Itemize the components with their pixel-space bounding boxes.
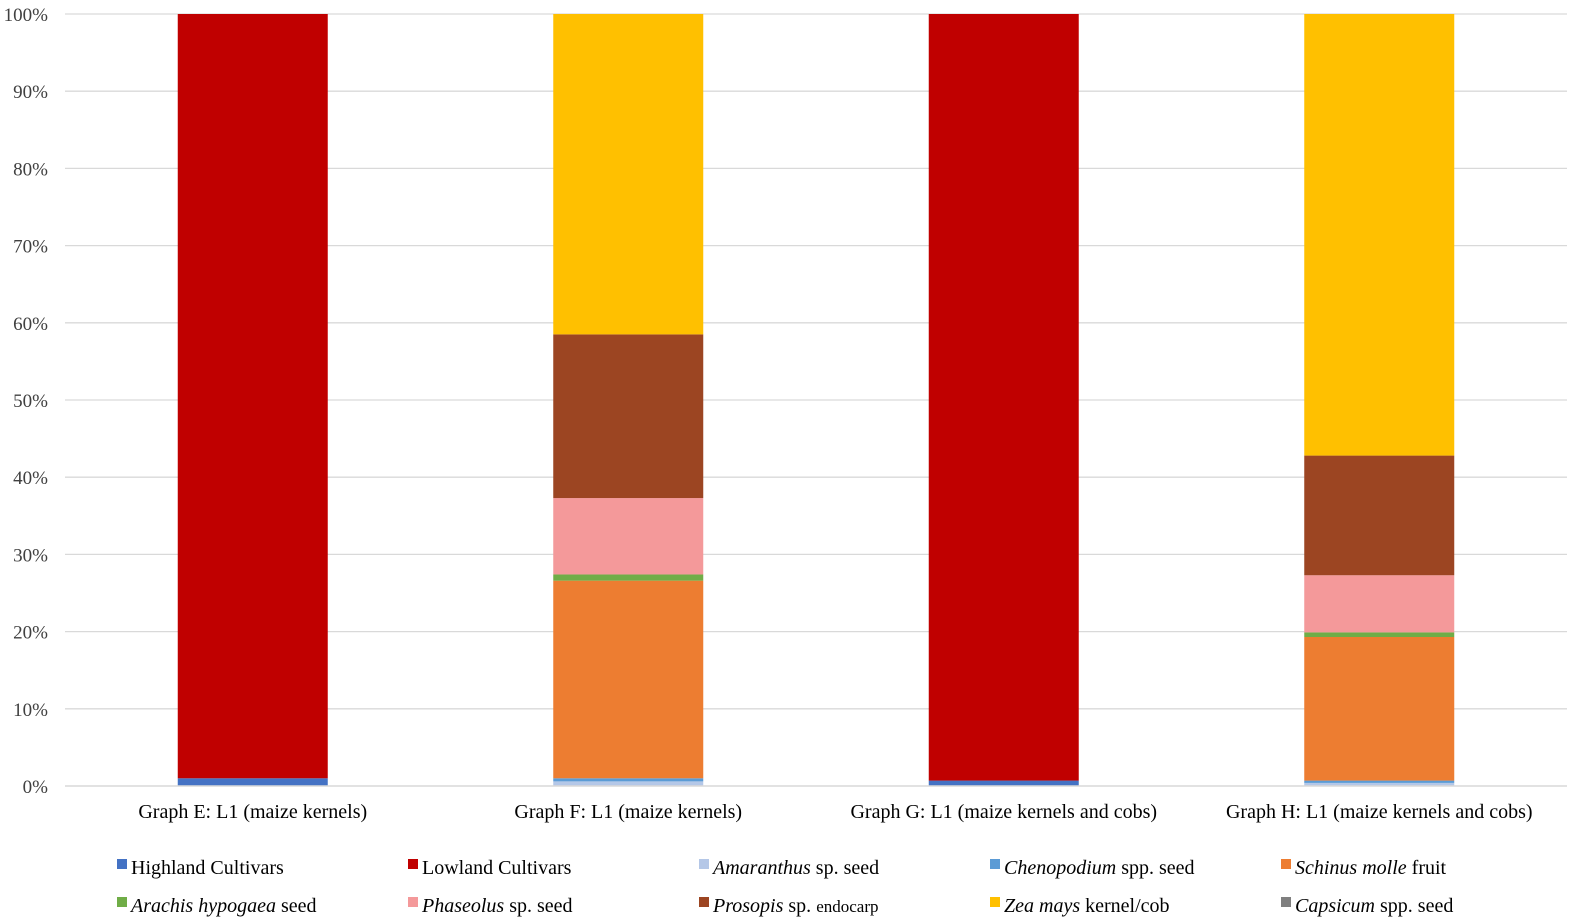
legend-label: Capsicum spp. seed xyxy=(1295,895,1453,917)
category-label: Graph E: L1 (maize kernels) xyxy=(138,801,367,823)
y-tick-label: 60% xyxy=(13,314,48,335)
y-tick-label: 90% xyxy=(13,82,48,103)
bar-segment xyxy=(1304,14,1454,456)
bar-segment xyxy=(178,778,328,786)
legend-entry: Phaseolus sp. seed xyxy=(408,895,573,917)
legend-swatch xyxy=(1281,859,1291,869)
legend-label: Zea mays kernel/cob xyxy=(1004,895,1170,917)
legend-swatch xyxy=(117,859,127,869)
bar-segment xyxy=(553,14,703,334)
bar-segment xyxy=(553,498,703,574)
y-tick-label: 40% xyxy=(13,468,48,489)
y-tick-label: 0% xyxy=(23,777,49,798)
legend-entry: Capsicum spp. seed xyxy=(1281,895,1453,917)
legend-swatch xyxy=(699,897,709,907)
legend-label: Schinus molle fruit xyxy=(1295,857,1447,879)
y-axis-tick-labels: 0% 10% 20% 30% 40% 50% 60% 70% 80% 90% 100% xyxy=(4,5,49,798)
legend-entry: Chenopodium spp. seed xyxy=(990,857,1195,879)
y-tick-label: 50% xyxy=(13,391,48,412)
bar-segment xyxy=(553,581,703,779)
legend-entry: Highland Cultivars xyxy=(117,857,284,879)
legend-swatch xyxy=(408,897,418,907)
bar-segment xyxy=(178,14,328,778)
legend-swatch xyxy=(1281,897,1291,907)
legend-swatch xyxy=(408,859,418,869)
legend-entry: Amaranthus sp. seed xyxy=(699,857,879,879)
y-tick-label: 80% xyxy=(13,159,48,180)
legend-entry: Prosopis sp. endocarp xyxy=(699,895,879,917)
legend-label: Phaseolus sp. seed xyxy=(421,895,573,917)
legend-label: Highland Cultivars xyxy=(131,857,284,879)
y-tick-label: 20% xyxy=(13,623,48,644)
y-tick-label: 70% xyxy=(13,237,48,258)
legend-swatch xyxy=(990,897,1000,907)
bar-segment xyxy=(1304,632,1454,637)
legend-entry: Arachis hypogaea seed xyxy=(117,895,317,917)
category-label: Graph F: L1 (maize kernels) xyxy=(514,801,742,823)
bar-segment xyxy=(1304,781,1454,783)
legend-label: Prosopis sp. endocarp xyxy=(712,895,879,917)
legend-entry: Lowland Cultivars xyxy=(408,857,572,879)
legend: Highland Cultivars Lowland Cultivars Amara… xyxy=(117,857,1453,917)
bar-segment xyxy=(553,574,703,580)
bar-segment xyxy=(929,781,1079,786)
bar-segment xyxy=(553,334,703,498)
legend-label: Arachis hypogaea seed xyxy=(129,895,317,917)
y-tick-label: 100% xyxy=(4,5,49,26)
legend-label: Amaranthus sp. seed xyxy=(711,857,879,879)
y-tick-label: 30% xyxy=(13,545,48,566)
legend-entry: Schinus molle fruit xyxy=(1281,857,1447,879)
y-tick-label: 10% xyxy=(13,700,48,721)
bar-segment xyxy=(929,14,1079,781)
bar-segment xyxy=(1304,575,1454,632)
legend-swatch xyxy=(699,859,709,869)
category-label: Graph H: L1 (maize kernels and cobs) xyxy=(1226,801,1533,823)
bar-segment xyxy=(1304,637,1454,781)
category-labels: Graph E: L1 (maize kernels) Graph F: L1 (… xyxy=(138,801,1532,823)
category-label: Graph G: L1 (maize kernels and cobs) xyxy=(850,801,1157,823)
legend-swatch xyxy=(117,897,127,907)
legend-label: Chenopodium spp. seed xyxy=(1004,857,1195,879)
legend-label: Lowland Cultivars xyxy=(422,857,572,879)
bar-segment xyxy=(553,778,703,781)
legend-swatch xyxy=(990,859,1000,869)
bar-segment xyxy=(1304,456,1454,576)
legend-entry: Zea mays kernel/cob xyxy=(990,895,1170,917)
